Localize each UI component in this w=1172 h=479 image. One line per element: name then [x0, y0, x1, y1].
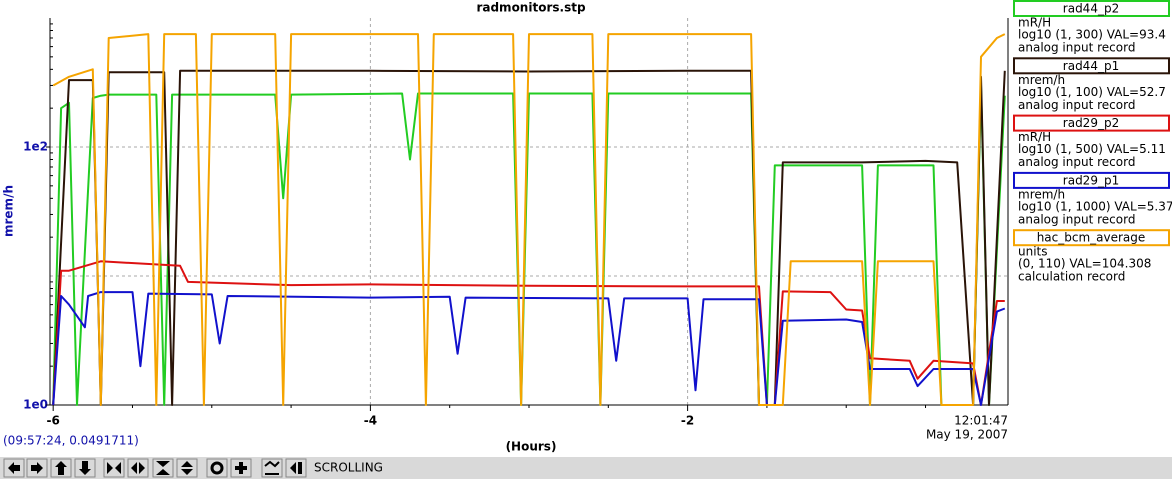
legend-units: mR/H	[1018, 130, 1051, 144]
legend-swatch	[1013, 114, 1170, 132]
x-axis-label: (Hours)	[506, 440, 557, 454]
legend-units: mrem/h	[1018, 73, 1065, 87]
legend-name: rad44_p1	[1063, 59, 1119, 73]
legend-scale: log10 (1, 1000) VAL=5.37	[1018, 199, 1172, 213]
plot-area: 1e2 1e0 -6 -4 -2	[23, 18, 1009, 428]
button-pan-down[interactable]	[74, 458, 96, 478]
button-zoom-out-x[interactable]	[127, 458, 149, 478]
button-zoom-in-y[interactable]	[152, 458, 174, 478]
button-scroll[interactable]	[285, 458, 307, 478]
button-graph[interactable]	[261, 458, 283, 478]
legend-swatch	[1013, 57, 1170, 75]
legend-name: hac_bcm_average	[1037, 231, 1146, 245]
button-pan-left[interactable]	[3, 458, 25, 478]
button-pan-right[interactable]	[26, 458, 48, 478]
legend-record: analog input record	[1018, 212, 1135, 226]
legend-scale: log10 (1, 100) VAL=52.7	[1018, 85, 1166, 99]
legend-name: rad29_p2	[1063, 116, 1119, 130]
cursor-readout: (09:57:24, 0.0491711)	[3, 434, 139, 448]
button-zoom-out-y[interactable]	[176, 458, 198, 478]
legend-record: calculation record	[1018, 270, 1125, 284]
legend-units: mR/H	[1018, 16, 1051, 30]
button-zoom-in-x[interactable]	[103, 458, 125, 478]
scroll-mode: SCROLLING	[314, 461, 383, 475]
legend-record: analog input record	[1018, 41, 1135, 55]
toolbar: SCROLLING	[0, 457, 1172, 479]
trace	[52, 291, 1006, 406]
end-date: May 19, 2007	[926, 428, 1008, 442]
legend-swatch	[1013, 171, 1170, 189]
legend-name: rad29_p1	[1063, 173, 1119, 187]
legend-swatch	[1013, 0, 1170, 17]
end-time: 12:01:47	[954, 414, 1008, 428]
legend-record: analog input record	[1018, 155, 1135, 169]
legend-swatch	[1013, 229, 1170, 247]
button-pan-up[interactable]	[50, 458, 72, 478]
legend-units: units	[1018, 245, 1048, 259]
chart-title: radmonitors.stp	[476, 1, 585, 15]
x-tick-label: -6	[47, 414, 60, 428]
button-auto-scale[interactable]	[206, 458, 228, 478]
y-tick-label: 1e2	[23, 140, 48, 154]
toolbar-bg	[0, 457, 1172, 479]
button-add[interactable]	[230, 458, 252, 478]
legend-scale: (0, 110) VAL=104.308	[1018, 257, 1151, 271]
y-tick-label: 1e0	[23, 398, 48, 412]
x-tick-label: -4	[364, 414, 377, 428]
legend-name: rad44_p2	[1063, 2, 1119, 16]
trace	[52, 33, 1006, 406]
legend-scale: log10 (1, 300) VAL=93.4	[1018, 28, 1166, 42]
legend-record: analog input record	[1018, 98, 1135, 112]
y-axis-label: mrem/h	[2, 185, 16, 237]
legend-scale: log10 (1, 500) VAL=5.11	[1018, 142, 1166, 156]
x-tick-label: -2	[681, 414, 694, 428]
legend-units: mrem/h	[1018, 187, 1065, 201]
